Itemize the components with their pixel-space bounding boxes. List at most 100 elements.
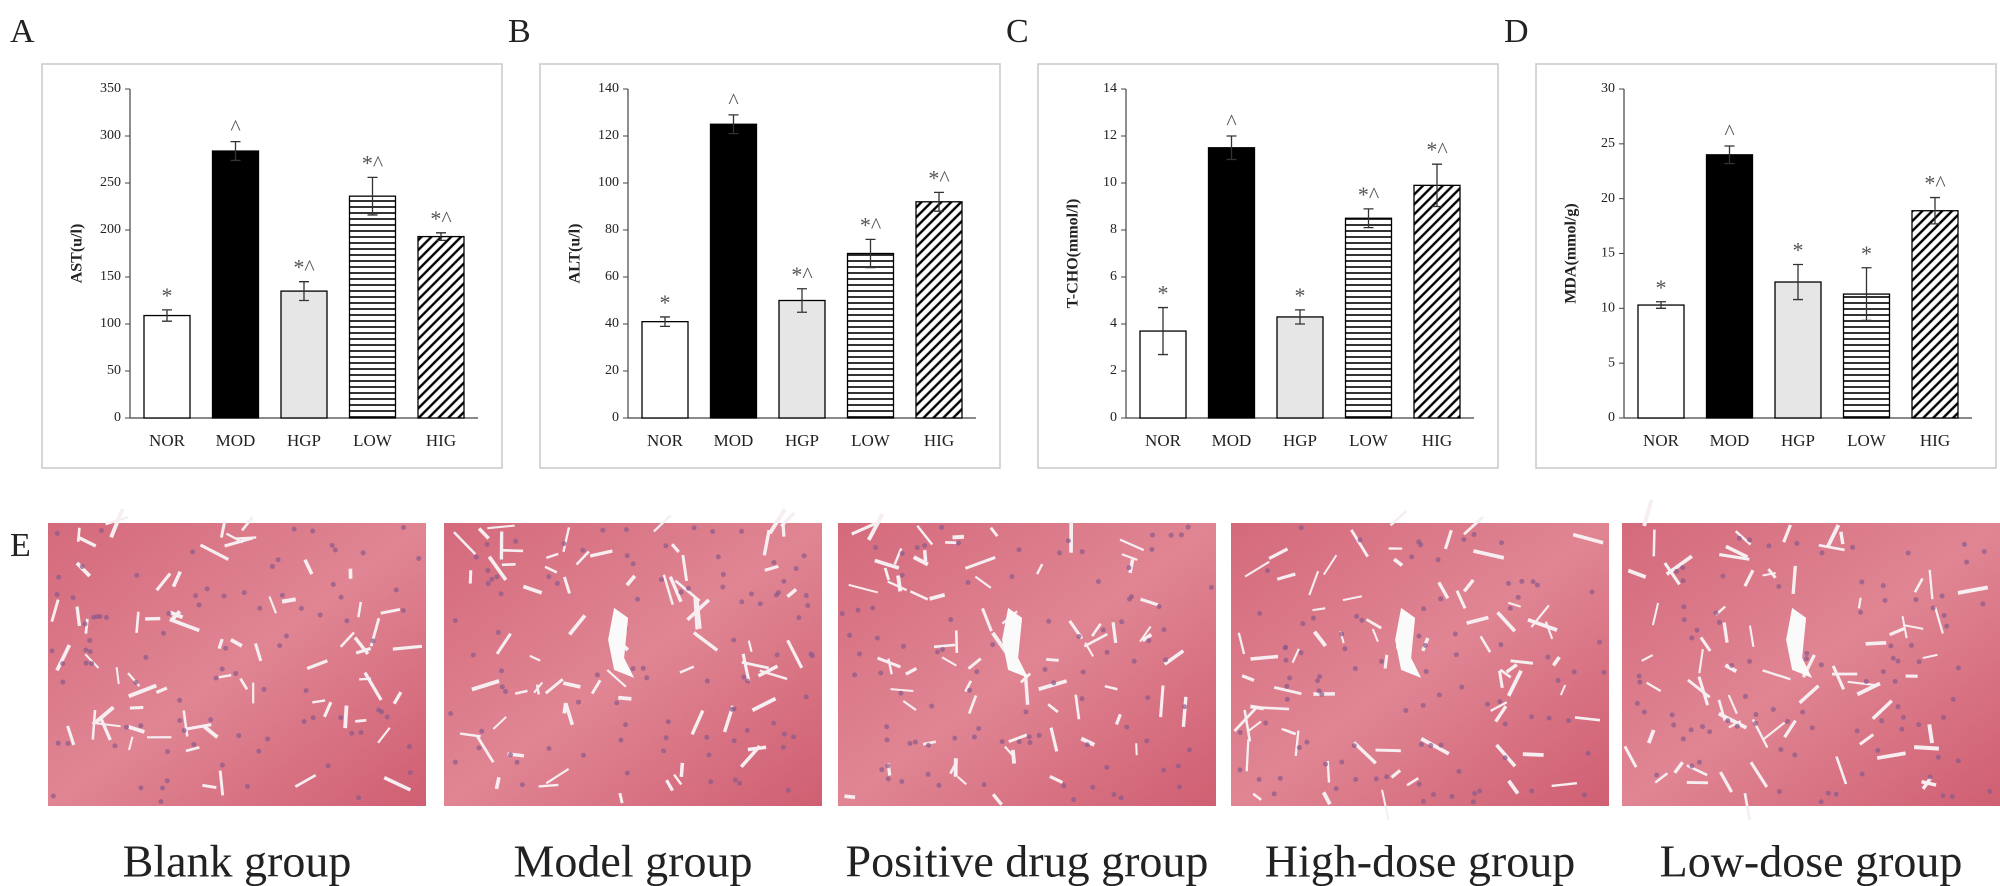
- nucleus: [1453, 652, 1459, 658]
- sinusoid: [105, 516, 129, 526]
- bar: [1276, 316, 1324, 419]
- nucleus: [1875, 748, 1881, 754]
- nucleus: [805, 603, 811, 609]
- nucleus: [1119, 619, 1125, 625]
- nucleus: [138, 785, 144, 791]
- y-tick-label: 120: [598, 128, 619, 143]
- nucleus: [1127, 596, 1133, 602]
- sinusoid: [281, 597, 297, 604]
- sinusoid: [1734, 530, 1752, 546]
- nucleus: [999, 739, 1005, 745]
- x-tick-label: HIG: [1422, 431, 1452, 450]
- nucleus: [489, 576, 495, 582]
- nucleus: [781, 731, 787, 737]
- sinusoid: [184, 723, 212, 731]
- nucleus: [1529, 788, 1535, 794]
- nucleus: [1263, 720, 1269, 726]
- nucleus: [685, 585, 691, 591]
- nucleus: [161, 630, 167, 636]
- sinusoid: [1651, 602, 1660, 626]
- nucleus: [952, 735, 958, 741]
- nucleus: [485, 567, 491, 573]
- sinusoid: [312, 699, 326, 704]
- y-tick-label: 15: [1601, 246, 1615, 261]
- sinusoid: [1888, 627, 1905, 637]
- sinusoid: [1687, 678, 1711, 699]
- nucleus: [1499, 540, 1505, 546]
- nucleus: [618, 737, 624, 743]
- sinusoid: [459, 732, 481, 738]
- nucleus: [1743, 693, 1749, 699]
- nucleus: [661, 748, 667, 754]
- error-bar: [367, 176, 378, 216]
- nucleus: [939, 524, 945, 530]
- nucleus: [624, 553, 630, 559]
- nucleus: [1379, 658, 1385, 664]
- sinusoid: [1049, 774, 1064, 784]
- sinusoid: [240, 516, 254, 532]
- nucleus: [1803, 656, 1809, 662]
- nucleus: [855, 607, 861, 613]
- y-tick-label: 4: [1110, 316, 1117, 331]
- nucleus: [715, 554, 721, 560]
- nucleus: [1935, 754, 1941, 760]
- nucleus: [546, 574, 552, 580]
- sinusoid: [768, 508, 787, 535]
- nucleus: [1680, 565, 1686, 571]
- nucleus: [1333, 786, 1339, 792]
- sinusoid: [1825, 524, 1841, 549]
- nucleus: [885, 776, 891, 782]
- sinusoid: [1831, 665, 1846, 691]
- sinusoid: [533, 681, 544, 694]
- nucleus: [771, 720, 777, 726]
- sinusoid: [883, 567, 891, 581]
- sinusoid: [562, 681, 581, 689]
- sinusoid: [66, 725, 76, 746]
- sinusoid: [268, 596, 277, 614]
- caption: Positive drug group: [846, 836, 1209, 886]
- sinusoid: [94, 705, 115, 724]
- nucleus: [1026, 734, 1032, 740]
- x-tick-label: HGP: [1283, 431, 1317, 450]
- sinusoid: [874, 558, 900, 570]
- sinusoid: [1291, 648, 1300, 664]
- sinusoid: [185, 746, 200, 753]
- significance-mark: *: [1861, 241, 1872, 266]
- nucleus: [1716, 619, 1722, 625]
- nucleus: [91, 614, 97, 620]
- sinusoid: [673, 773, 683, 786]
- sinusoid: [1839, 531, 1845, 545]
- nucleus: [1955, 758, 1961, 764]
- y-tick-label: 0: [1608, 410, 1615, 425]
- nucleus: [1470, 799, 1476, 805]
- sinusoid: [670, 543, 680, 553]
- sinusoid: [1551, 656, 1561, 667]
- bar: [778, 299, 826, 419]
- bar: [348, 195, 397, 419]
- sinusoid: [55, 644, 72, 672]
- nucleus: [1079, 696, 1085, 702]
- nucleus: [580, 547, 586, 553]
- nucleus: [1416, 781, 1422, 787]
- nucleus: [329, 542, 335, 548]
- nucleus: [1384, 774, 1390, 780]
- nucleus: [1095, 579, 1101, 585]
- nucleus: [732, 777, 738, 783]
- nucleus: [899, 572, 905, 578]
- nucleus: [1736, 535, 1742, 541]
- nucleus: [737, 780, 743, 786]
- nucleus: [1146, 638, 1152, 644]
- nucleus: [406, 744, 412, 750]
- sinusoid: [1323, 554, 1338, 576]
- sinusoid: [538, 783, 559, 788]
- x-tick-label: HIG: [1920, 431, 1950, 450]
- nucleus: [1046, 618, 1052, 624]
- nucleus: [884, 737, 890, 743]
- nucleus: [1149, 532, 1155, 538]
- sinusoid: [1717, 711, 1748, 730]
- sinusoid: [127, 725, 145, 734]
- sinusoid: [877, 656, 902, 669]
- sinusoid: [1252, 792, 1263, 801]
- nucleus: [757, 601, 763, 607]
- y-tick-label: 30: [1601, 81, 1615, 96]
